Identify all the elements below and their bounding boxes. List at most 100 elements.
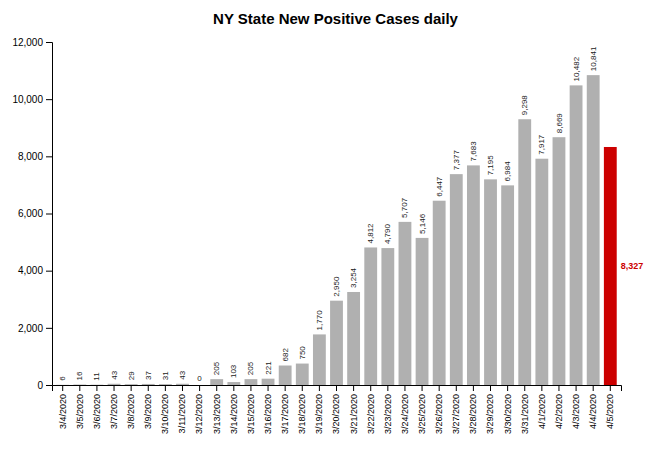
- x-tick-mark: [558, 385, 559, 391]
- x-tick-mark: [216, 385, 217, 391]
- x-tick-mark: [62, 385, 63, 391]
- data-label: 6,984: [503, 161, 512, 182]
- title: NY State New Positive Cases daily: [213, 10, 458, 27]
- x-tick-label: 3/12/2020: [194, 394, 204, 434]
- x-tick: 3/16/2020: [263, 385, 273, 434]
- data-label: 0: [197, 374, 202, 383]
- x-tick: 3/28/2020: [468, 385, 478, 434]
- x-tick: 3/27/2020: [451, 385, 461, 434]
- data-label: 7,195: [486, 155, 495, 176]
- data-label: 43: [178, 370, 187, 379]
- data-label: 8,327: [621, 261, 644, 271]
- x-tick: 4/1/2020: [537, 385, 547, 429]
- x-tick: 3/4/2020: [58, 385, 68, 429]
- x-tick: 3/7/2020: [109, 385, 119, 429]
- bar: [279, 366, 292, 385]
- data-label: 7,683: [469, 141, 478, 162]
- x-tick: 3/11/2020: [177, 385, 187, 433]
- x-tick-mark: [199, 385, 200, 391]
- x-tick-mark: [165, 385, 166, 391]
- bar: [73, 384, 86, 385]
- y-tick-label: 12,000: [12, 37, 43, 48]
- y-tick-label: 2,000: [18, 323, 43, 334]
- x-tick-label: 3/4/2020: [58, 394, 68, 429]
- bar: [330, 301, 343, 385]
- bar: [501, 185, 514, 385]
- x-tick-label: 3/16/2020: [263, 394, 273, 434]
- x-tick-label: 4/3/2020: [571, 394, 581, 429]
- x-tick-mark: [490, 385, 491, 391]
- x-tick-label: 3/31/2020: [520, 394, 530, 434]
- x-tick-label: 3/14/2020: [229, 394, 239, 434]
- bar: [296, 364, 309, 385]
- x-tick-label: 3/22/2020: [366, 394, 376, 434]
- data-label: 1,770: [315, 310, 324, 331]
- bar: [433, 201, 446, 385]
- data-label: 11: [92, 372, 101, 381]
- x-tick-mark: [473, 385, 474, 391]
- x-tick: 3/22/2020: [366, 385, 376, 434]
- y-tick-label: 6,000: [18, 208, 43, 219]
- x-tick-label: 4/4/2020: [588, 394, 598, 429]
- x-tick-mark: [593, 385, 594, 391]
- bar: [399, 222, 412, 385]
- x-tick: 4/2/2020: [554, 385, 564, 429]
- x-tick: 4/3/2020: [571, 385, 581, 429]
- x-tick-label: 3/8/2020: [126, 394, 136, 429]
- data-label: 37: [144, 370, 153, 379]
- plot: 02,0004,0006,0008,00010,00012,0003/4/202…: [12, 37, 643, 434]
- bar: [193, 385, 206, 386]
- x-tick-mark: [439, 385, 440, 391]
- x-tick: 4/4/2020: [588, 385, 598, 429]
- bar: [142, 384, 155, 385]
- data-label: 221: [264, 361, 273, 375]
- x-tick: 3/13/2020: [212, 385, 222, 434]
- x-tick-mark: [131, 385, 132, 391]
- bar: [176, 384, 189, 385]
- x-tick: 3/8/2020: [126, 385, 136, 429]
- x-tick-mark: [250, 385, 251, 391]
- x-tick-label: 3/24/2020: [400, 394, 410, 434]
- x-axis-line: [53, 386, 622, 392]
- x-tick-label: 3/21/2020: [348, 394, 358, 434]
- bar: [518, 119, 531, 385]
- x-axis: 3/4/20203/5/20203/6/20203/7/20203/8/2020…: [53, 385, 622, 434]
- y-tick-label: 0: [37, 380, 43, 391]
- y-tick: 8,000: [18, 151, 52, 162]
- x-tick-label: 3/10/2020: [160, 394, 170, 434]
- x-tick-mark: [524, 385, 525, 391]
- x-tick: 3/26/2020: [434, 385, 444, 434]
- data-label: 4,790: [383, 224, 392, 245]
- y-tick-mark: [46, 156, 52, 157]
- x-tick: 3/5/2020: [75, 385, 85, 429]
- data-label: 5,146: [418, 213, 427, 234]
- data-label: 8,669: [555, 113, 564, 134]
- x-tick-mark: [353, 385, 354, 391]
- x-tick-label: 4/2/2020: [554, 394, 564, 429]
- y-tick-label: 10,000: [12, 94, 43, 105]
- bar: [467, 165, 480, 385]
- x-tick-mark: [507, 385, 508, 391]
- bar: [125, 384, 138, 385]
- x-tick-mark: [370, 385, 371, 391]
- data-label: 10,482: [572, 56, 581, 81]
- y-tick-mark: [46, 42, 52, 43]
- bar: [347, 292, 360, 385]
- x-tick-mark: [387, 385, 388, 391]
- x-tick: 3/29/2020: [485, 385, 495, 434]
- data-label: 6,447: [435, 176, 444, 197]
- x-tick-label: 3/18/2020: [297, 394, 307, 434]
- data-label: 7,377: [452, 150, 461, 171]
- x-tick-mark: [96, 385, 97, 391]
- x-tick-label: 3/30/2020: [503, 394, 513, 434]
- bar: [484, 179, 497, 385]
- x-tick: 3/24/2020: [400, 385, 410, 434]
- x-tick-label: 3/9/2020: [143, 394, 153, 429]
- x-tick-label: 3/28/2020: [468, 394, 478, 434]
- x-tick: 3/12/2020: [194, 385, 204, 434]
- x-tick-label: 3/27/2020: [451, 394, 461, 434]
- x-tick-mark: [456, 385, 457, 391]
- x-tick: 3/17/2020: [280, 385, 290, 434]
- x-tick-mark: [148, 385, 149, 391]
- y-tick: 10,000: [12, 94, 52, 105]
